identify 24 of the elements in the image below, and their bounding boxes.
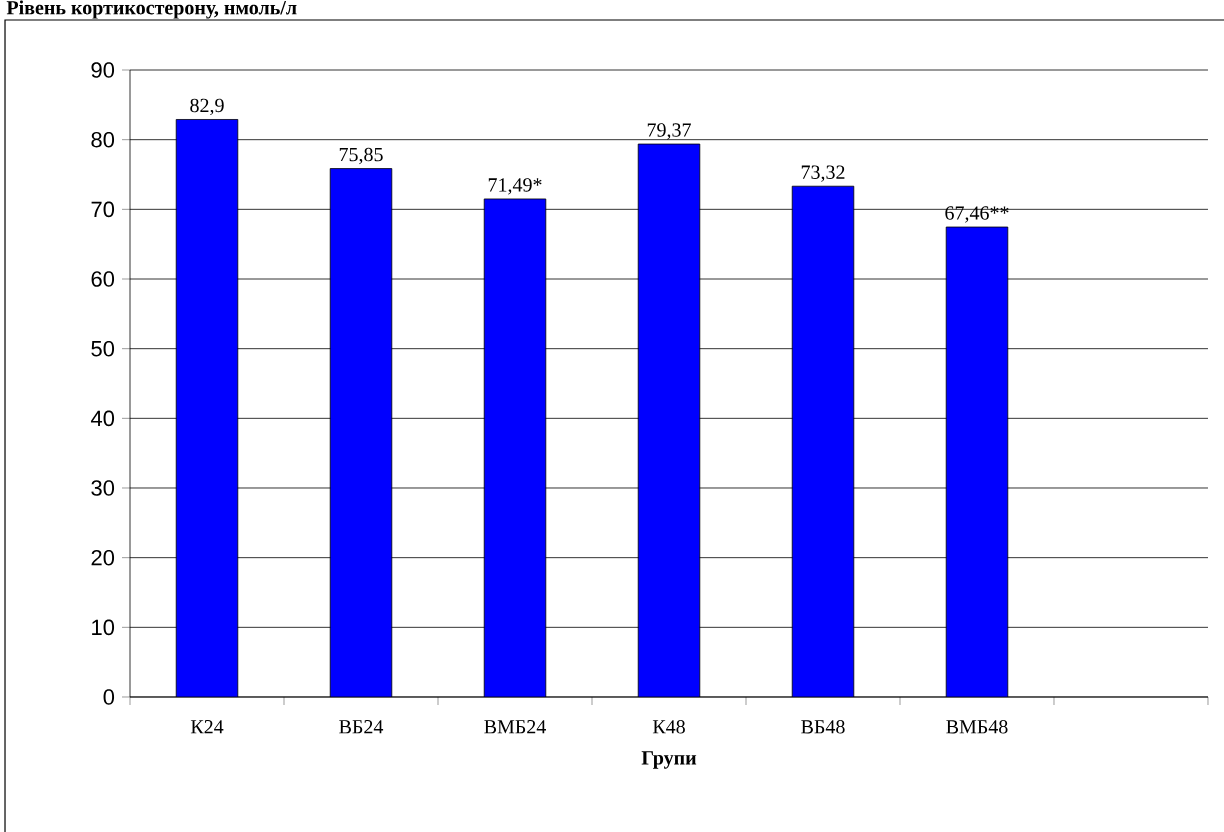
data-label: 71,49* xyxy=(488,178,542,195)
x-tick-label: К24 xyxy=(190,720,224,734)
data-label: 79,37 xyxy=(647,123,691,140)
y-tick-label: 90 xyxy=(91,62,115,78)
y-tick-label: 30 xyxy=(91,480,115,496)
y-tick-label: 20 xyxy=(91,549,115,566)
data-label: 75,85 xyxy=(339,147,383,165)
y-tick-label: 50 xyxy=(91,340,115,357)
x-tick-label: ВМБ24 xyxy=(484,720,546,734)
y-tick-label: 10 xyxy=(92,619,115,636)
data-label: 73,32 xyxy=(801,165,845,182)
x-tick-label: К48 xyxy=(652,720,685,734)
chart-title: Рівень кортикостерону, нмоль/л xyxy=(6,0,297,19)
y-tick-label: 0 xyxy=(103,689,115,705)
y-tick-label: 60 xyxy=(91,271,115,287)
data-label: 67,46** xyxy=(945,206,1009,223)
data-label: 82,9 xyxy=(190,98,224,116)
x-tick-label: ВБ24 xyxy=(339,720,384,734)
y-tick-label: 40 xyxy=(90,410,115,427)
y-tick-label: 70 xyxy=(91,201,115,218)
y-tick-label: 80 xyxy=(91,131,115,148)
x-axis-title: Групи xyxy=(641,751,697,769)
x-tick-label: ВБ48 xyxy=(801,720,845,734)
x-tick-label: ВМБ48 xyxy=(946,720,1008,734)
